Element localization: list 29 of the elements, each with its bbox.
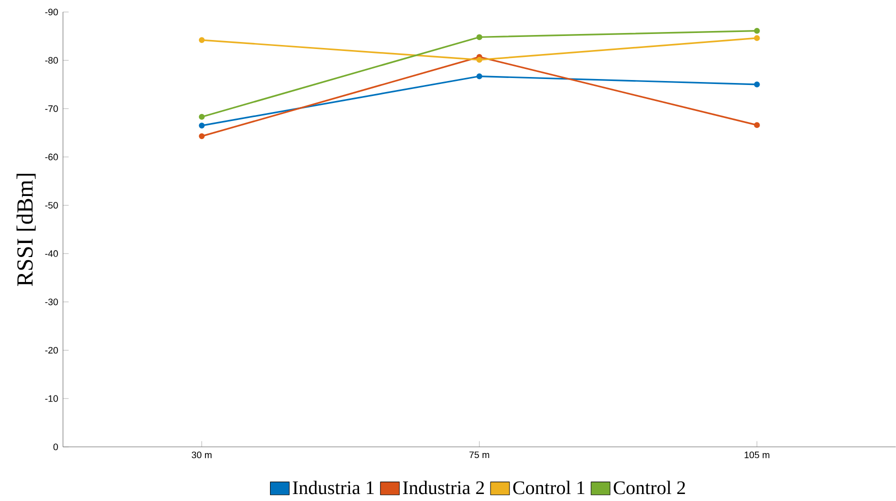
y-tick-label: -90: [45, 8, 58, 16]
y-tick-label: -30: [45, 298, 58, 306]
y-tick-label: -70: [45, 105, 58, 112]
point: [476, 56, 482, 63]
y-tick-label: -50: [45, 202, 58, 208]
point: [198, 133, 205, 139]
y-tick-label: -40: [45, 250, 58, 257]
legend-label: Industria 1: [292, 480, 374, 494]
point: [754, 34, 760, 41]
point: [754, 122, 760, 128]
x-tick-label: 30 m: [192, 451, 212, 458]
y-axis-title: RSSI [dBm]: [16, 174, 36, 286]
point: [198, 114, 205, 120]
y-tick-label: -80: [45, 56, 58, 64]
x-tick-label: 105 m: [744, 451, 770, 458]
legend-label: Industria 2: [403, 480, 484, 494]
y-tick-label: 0: [53, 443, 58, 450]
x-tick-label: 75 m: [469, 451, 490, 458]
legend-label: Control 1: [513, 480, 584, 494]
point: [198, 122, 205, 128]
y-tick-label: -60: [45, 153, 58, 160]
point: [198, 36, 205, 43]
point: [476, 34, 482, 40]
point: [754, 28, 760, 34]
legend-label: Control 2: [614, 480, 685, 494]
point: [476, 73, 482, 80]
y-tick-label: -10: [45, 395, 58, 402]
point: [754, 81, 760, 88]
y-tick-label: -20: [45, 346, 58, 354]
